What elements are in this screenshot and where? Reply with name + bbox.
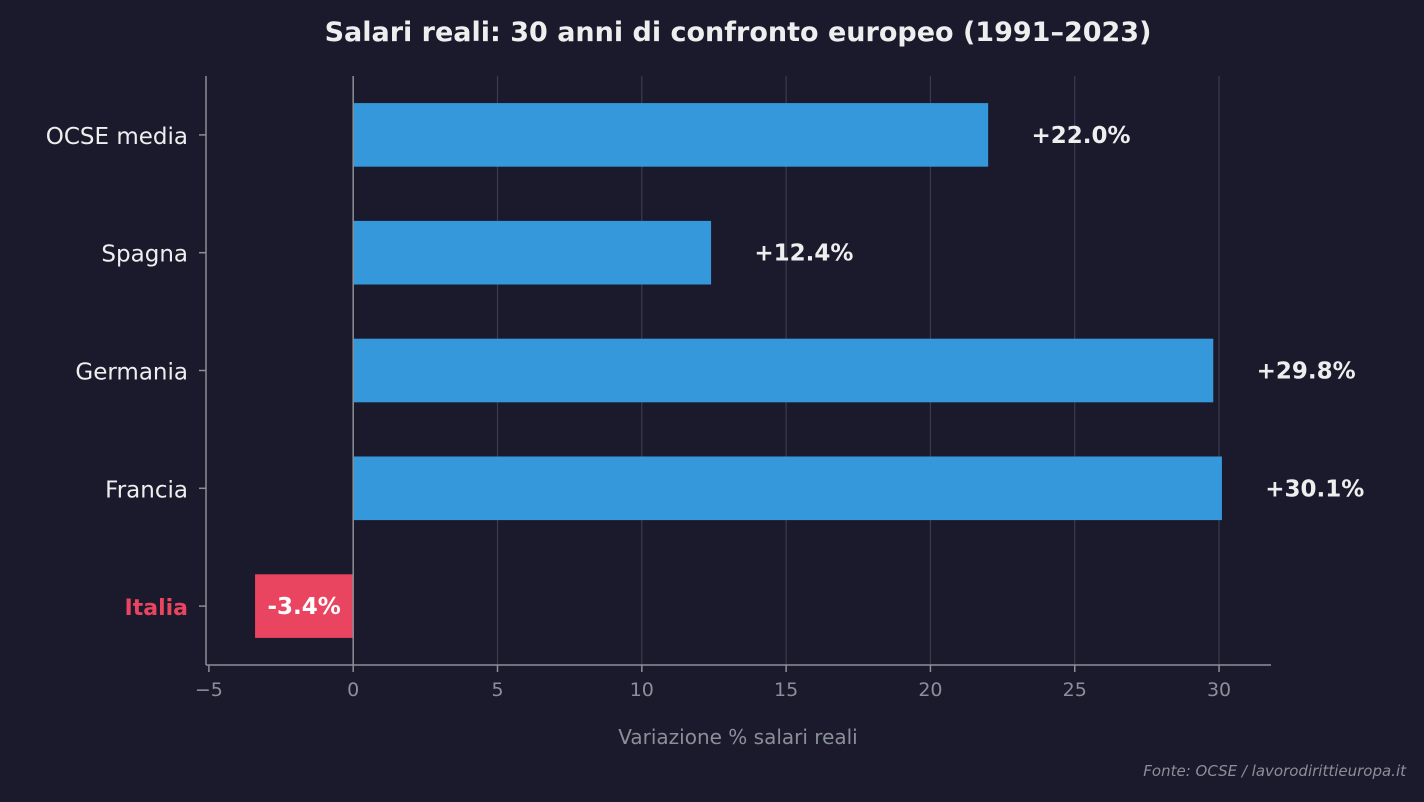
bars: +22.0% +12.4% +29.8% +30.1% -3.4%: [255, 103, 1364, 638]
data-label: +30.1%: [1265, 476, 1364, 502]
y-tick-label: Italia: [125, 596, 188, 621]
bar: [353, 103, 989, 167]
x-tick-label: 25: [1063, 679, 1087, 701]
y-tick-label: Francia: [105, 477, 188, 503]
y-tick-label: OCSE media: [46, 124, 188, 150]
x-tick-label: 30: [1207, 679, 1231, 701]
x-tick-label: 15: [774, 679, 798, 701]
bar: [353, 338, 1214, 403]
bar: [353, 220, 712, 285]
data-label: -3.4%: [267, 594, 340, 620]
chart-title: Salari reali: 30 anni di confronto europ…: [325, 17, 1152, 48]
axes: −5 0 5 10 15 20 25 30 OCSE media Spagna Germania Fr…: [46, 76, 1271, 701]
x-tick-label: 0: [347, 679, 359, 701]
y-tick-label: Spagna: [101, 242, 188, 268]
data-label: +12.4%: [754, 241, 853, 267]
x-tick-label: 5: [491, 679, 503, 701]
x-tick-label: 20: [918, 679, 942, 701]
data-label: +29.8%: [1257, 359, 1356, 385]
x-tick-label: −5: [195, 679, 223, 701]
y-tick-label: Germania: [75, 360, 188, 386]
data-label: +22.0%: [1031, 123, 1130, 149]
bar: [255, 574, 354, 638]
bar: [353, 456, 1222, 521]
x-axis-label: Variazione % salari reali: [618, 725, 858, 749]
x-tick-label: 10: [630, 679, 654, 701]
source-note: Fonte: OCSE / lavorodirittieuropa.it: [1143, 762, 1407, 780]
